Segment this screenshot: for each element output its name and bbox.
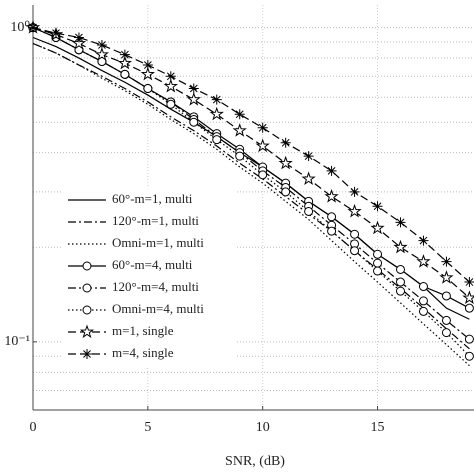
marker — [79, 324, 95, 339]
marker — [165, 71, 176, 82]
marker — [163, 78, 178, 93]
marker — [119, 49, 130, 60]
marker — [234, 109, 245, 120]
marker — [94, 47, 110, 61]
x-axis-label: SNR, (dB) — [225, 454, 285, 469]
x-tick-label: 0 — [30, 420, 37, 435]
marker — [416, 254, 431, 268]
marker — [120, 69, 130, 79]
marker — [188, 83, 199, 94]
marker — [349, 186, 360, 197]
marker — [189, 117, 199, 127]
legend-label: 120°-m=4, multi — [112, 279, 199, 294]
marker — [441, 315, 451, 325]
marker — [117, 55, 133, 70]
marker — [327, 226, 337, 236]
marker — [28, 22, 38, 33]
series-line — [32, 27, 470, 299]
marker — [464, 334, 474, 344]
marker — [327, 212, 337, 222]
marker — [232, 123, 247, 137]
marker — [166, 99, 176, 109]
marker — [82, 349, 92, 359]
legend-label: Omni-m=4, multi — [112, 301, 204, 316]
legend-label: m=1, single — [112, 323, 174, 338]
marker — [82, 261, 92, 271]
marker — [257, 122, 268, 133]
marker — [396, 286, 405, 296]
marker — [370, 220, 385, 235]
marker — [235, 151, 245, 161]
marker — [209, 106, 224, 121]
marker — [373, 266, 383, 276]
marker — [142, 60, 153, 71]
legend-label: 120°-m=1, multi — [112, 213, 199, 228]
marker — [143, 84, 153, 94]
marker — [303, 151, 314, 162]
y-tick-label: 10⁰ — [10, 20, 30, 35]
marker — [82, 305, 92, 315]
marker — [439, 270, 454, 284]
marker — [82, 283, 92, 293]
marker — [186, 92, 201, 106]
marker — [304, 206, 314, 216]
marker — [324, 189, 339, 203]
marker — [50, 28, 61, 39]
legend-label: m=4, single — [112, 345, 174, 360]
marker — [255, 138, 270, 153]
marker — [418, 235, 429, 246]
marker — [395, 217, 406, 228]
marker — [258, 170, 268, 180]
legend-label: 60°-m=1, multi — [112, 191, 193, 206]
marker — [418, 306, 428, 316]
marker — [71, 35, 87, 50]
marker — [73, 32, 84, 43]
marker — [396, 277, 405, 287]
series — [28, 22, 474, 288]
marker — [372, 201, 383, 212]
marker — [441, 291, 451, 301]
marker — [281, 187, 291, 197]
marker — [373, 258, 383, 268]
marker — [441, 256, 452, 267]
marker — [396, 264, 405, 274]
marker — [373, 249, 383, 259]
marker — [347, 203, 362, 218]
marker — [350, 246, 360, 256]
marker — [393, 239, 408, 254]
marker — [464, 351, 474, 361]
marker — [211, 94, 222, 105]
x-tick-label: 10 — [256, 420, 270, 435]
marker — [418, 282, 428, 292]
x-tick-label: 15 — [371, 420, 385, 435]
series — [32, 42, 470, 350]
marker — [301, 171, 316, 185]
legend-label: Omni-m=1, multi — [112, 235, 204, 250]
legend: 60°-m=1, multi 120°-m=1, multi Omni-m=1, m… — [61, 188, 237, 366]
legend-label: 60°-m=4, multi — [112, 257, 193, 272]
marker — [140, 66, 155, 81]
marker — [96, 40, 107, 51]
marker — [280, 137, 291, 148]
series-line — [32, 42, 470, 350]
series-line — [32, 27, 470, 283]
marker — [350, 229, 360, 239]
marker — [278, 155, 293, 170]
marker — [212, 135, 222, 145]
y-tick-label: 10⁻¹ — [4, 334, 30, 349]
marker — [441, 328, 451, 338]
marker — [418, 296, 428, 306]
marker — [464, 303, 474, 313]
x-tick-label: 5 — [144, 420, 151, 435]
marker — [326, 165, 337, 176]
marker — [464, 277, 474, 288]
